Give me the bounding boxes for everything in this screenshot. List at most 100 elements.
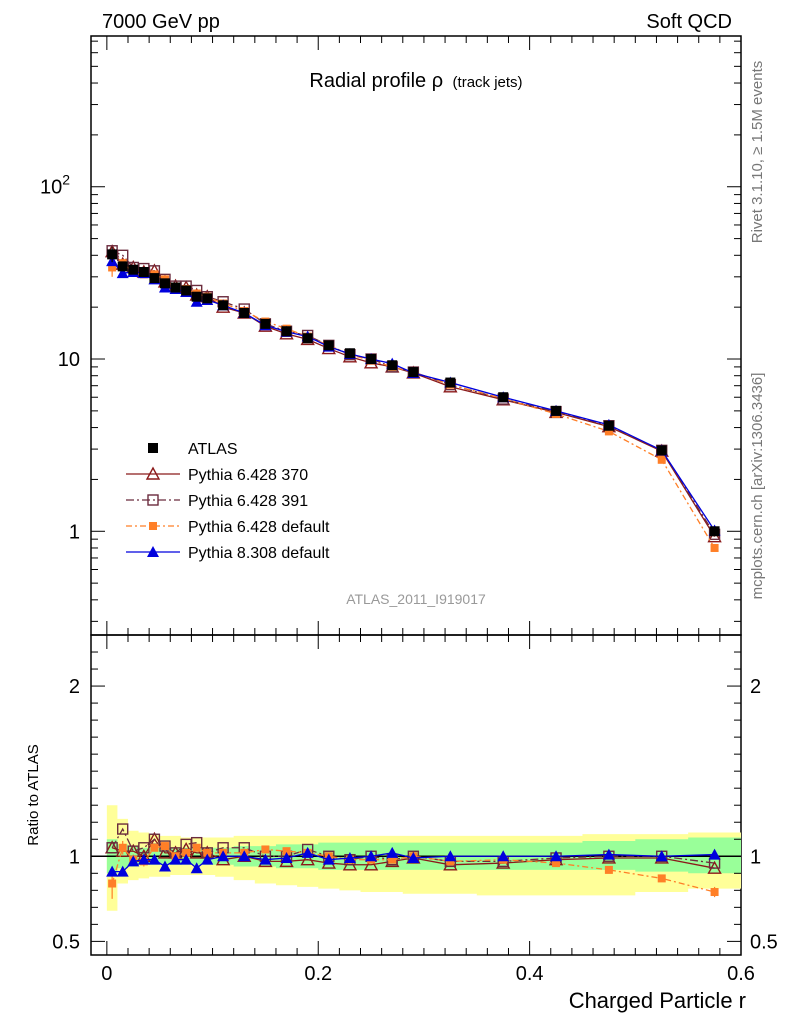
ratio-point: [365, 850, 378, 862]
ratio-point: [386, 846, 399, 858]
ratio-y-tick-label-right: 0.5: [750, 931, 778, 953]
data-point: [149, 273, 160, 284]
ratio-point: [446, 857, 455, 866]
chart-title-main: Radial profile ρ: [309, 70, 443, 92]
ratio-point: [138, 842, 150, 854]
data-point: [181, 285, 192, 296]
ratio-point: [150, 843, 159, 852]
data-point: [281, 326, 292, 337]
ratio-point: [190, 862, 203, 874]
data-point: [498, 392, 509, 403]
ratio-point: [407, 851, 420, 863]
x-axis-label: Charged Particle r: [569, 988, 746, 1013]
ratio-point: [550, 850, 563, 862]
ratio-point: [343, 851, 356, 863]
ratio-point: [203, 848, 212, 857]
data-point: [202, 293, 213, 304]
series-atlas: [107, 247, 720, 537]
ratio-point: [137, 853, 150, 865]
ratio-axis-ticks: 0 0.2 0.4 0.6 0.5 0.5 1 1 2 2: [52, 635, 778, 985]
ratio-line: [111, 845, 715, 893]
data-point: [302, 333, 313, 344]
legend-label: ATLAS: [188, 441, 238, 458]
ratio-point: [238, 850, 251, 862]
ratio-point: [116, 865, 129, 877]
data-point: [551, 405, 562, 416]
ratio-point: [655, 850, 668, 862]
mcplots-label: mcplots.cern.ch [arXiv:1306.3436]: [749, 373, 766, 600]
ratio-point: [117, 823, 129, 835]
data-point: [710, 543, 719, 552]
data-point: [387, 360, 398, 371]
ratio-point: [261, 845, 270, 854]
data-point: [107, 249, 118, 260]
ratio-point: [604, 865, 613, 874]
data-point: [159, 278, 170, 289]
data-point: [408, 367, 419, 378]
data-point: [170, 282, 181, 293]
chart-title: Radial profile ρ (track jets): [309, 70, 522, 92]
y-tick-label: 10: [58, 349, 80, 371]
x-tick-label: 0.2: [304, 963, 332, 985]
ratio-point: [160, 842, 169, 851]
data-point: [191, 291, 202, 302]
legend-marker: [147, 546, 159, 557]
ratio-y-tick-label: 2: [69, 676, 80, 698]
legend-label: Pythia 6.428 default: [188, 519, 330, 536]
ratio-point: [127, 855, 140, 867]
ratio-frame: [90, 634, 742, 956]
ratio-point: [363, 857, 379, 871]
ratio-point: [217, 850, 230, 862]
legend-entry: Pythia 8.308 default: [126, 545, 330, 562]
data-point: [116, 267, 129, 279]
ratio-point: [108, 879, 117, 888]
x-tick-label: 0.4: [516, 963, 544, 985]
ratio-point: [159, 840, 171, 852]
legend-label: Pythia 6.428 370: [188, 467, 308, 484]
ratio-y-tick-label-right: 2: [750, 676, 761, 698]
ratio-point: [169, 853, 182, 865]
legend-marker: [149, 522, 157, 530]
ratio-point: [282, 847, 291, 856]
ratio-point: [280, 851, 293, 863]
chart-title-sub: (track jets): [453, 74, 523, 91]
data-point: [656, 445, 667, 456]
data-point: [604, 427, 613, 436]
ratio-point: [182, 848, 191, 857]
ratio-point: [301, 846, 314, 858]
ratio-point: [118, 843, 127, 852]
data-point: [709, 526, 720, 537]
ratio-series-pythia-8-308-default: [106, 846, 721, 877]
legend-entry: ATLAS: [148, 441, 238, 458]
header-right: Soft QCD: [646, 11, 732, 33]
ratio-point: [444, 850, 457, 862]
legend-label: Pythia 6.428 391: [188, 493, 308, 510]
data-point: [445, 377, 456, 388]
legend-entry: Pythia 6.428 391: [126, 493, 308, 510]
data-point: [344, 348, 355, 359]
y-tick-label: 1: [69, 521, 80, 543]
ratio-point: [158, 860, 171, 872]
ratio-series: [104, 823, 722, 899]
ratio-y-tick-label: 0.5: [52, 931, 80, 953]
analysis-tag: ATLAS_2011_I919017: [346, 591, 486, 607]
ratio-point: [322, 853, 335, 865]
ratio-point: [497, 850, 510, 862]
legend-entry: Pythia 6.428 370: [126, 466, 308, 484]
ratio-point: [201, 853, 214, 865]
legend-entry: Pythia 6.428 default: [126, 519, 330, 536]
data-point: [108, 263, 117, 272]
ratio-line: [111, 838, 715, 869]
data-point: [117, 261, 128, 272]
main-series: [104, 244, 722, 552]
rivet-label: Rivet 3.1.10, ≥ 1.5M events: [749, 61, 766, 244]
ratio-y-axis-label: Ratio to ATLAS: [25, 744, 42, 845]
data-point: [138, 266, 149, 277]
legend-marker: [148, 443, 158, 453]
legend-label: Pythia 8.308 default: [188, 545, 330, 562]
x-tick-label: 0.6: [727, 963, 755, 985]
data-point: [218, 300, 229, 311]
data-point: [260, 318, 271, 329]
ratio-point: [710, 888, 719, 897]
main-axis-ticks: 1 10 102: [40, 36, 742, 635]
